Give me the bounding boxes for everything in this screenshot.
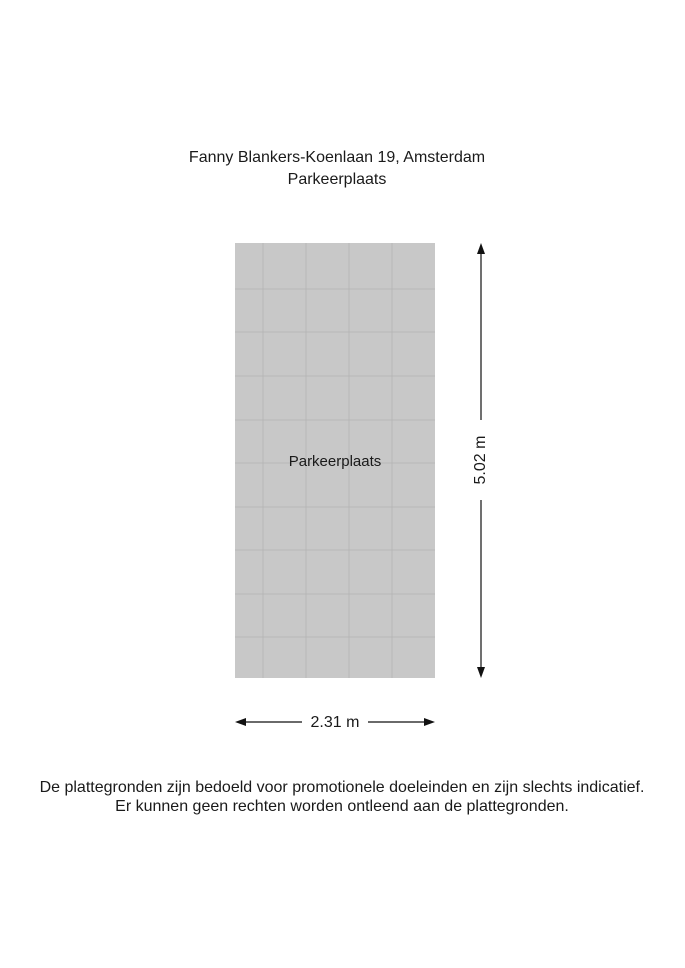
address: Fanny Blankers-Koenlaan 19, Amsterdam	[189, 149, 485, 166]
disclaimer-line: De plattegronden zijn bedoeld voor promo…	[40, 779, 645, 796]
room-label: Parkeerplaats	[289, 453, 382, 470]
disclaimer-line: Er kunnen geen rechten worden ontleend a…	[115, 798, 569, 815]
tile-grid	[235, 243, 435, 678]
height-dimension	[477, 243, 485, 678]
floor-name: Parkeerplaats	[288, 171, 387, 188]
room	[235, 243, 435, 678]
width-dimension	[235, 718, 435, 726]
height-label: 5.02 m	[472, 436, 489, 485]
width-label: 2.31 m	[311, 714, 360, 731]
